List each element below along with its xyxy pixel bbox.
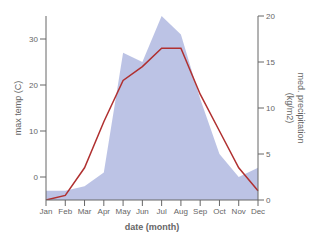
svg-text:Jan: Jan <box>40 207 53 216</box>
svg-text:Mar: Mar <box>78 207 92 216</box>
svg-text:Jul: Jul <box>157 207 167 216</box>
svg-text:med. precipitation(kg/m2): med. precipitation(kg/m2) <box>285 72 306 143</box>
svg-text:Apr: Apr <box>98 207 111 216</box>
svg-text:10: 10 <box>29 127 38 136</box>
svg-text:Aug: Aug <box>174 207 188 216</box>
svg-text:May: May <box>116 207 131 216</box>
svg-text:Sep: Sep <box>193 207 208 216</box>
svg-text:Oct: Oct <box>213 207 226 216</box>
svg-text:20: 20 <box>266 12 275 21</box>
svg-text:Jun: Jun <box>136 207 149 216</box>
svg-text:max temp (C): max temp (C) <box>13 81 23 136</box>
svg-text:15: 15 <box>266 58 275 67</box>
svg-text:20: 20 <box>29 81 38 90</box>
svg-text:10: 10 <box>266 104 275 113</box>
svg-text:date (month): date (month) <box>125 222 180 232</box>
svg-text:Nov: Nov <box>232 207 246 216</box>
svg-text:Feb: Feb <box>58 207 72 216</box>
svg-text:5: 5 <box>266 150 271 159</box>
svg-text:0: 0 <box>266 196 271 205</box>
svg-text:0: 0 <box>34 173 39 182</box>
svg-text:Dec: Dec <box>251 207 265 216</box>
svg-text:30: 30 <box>29 35 38 44</box>
